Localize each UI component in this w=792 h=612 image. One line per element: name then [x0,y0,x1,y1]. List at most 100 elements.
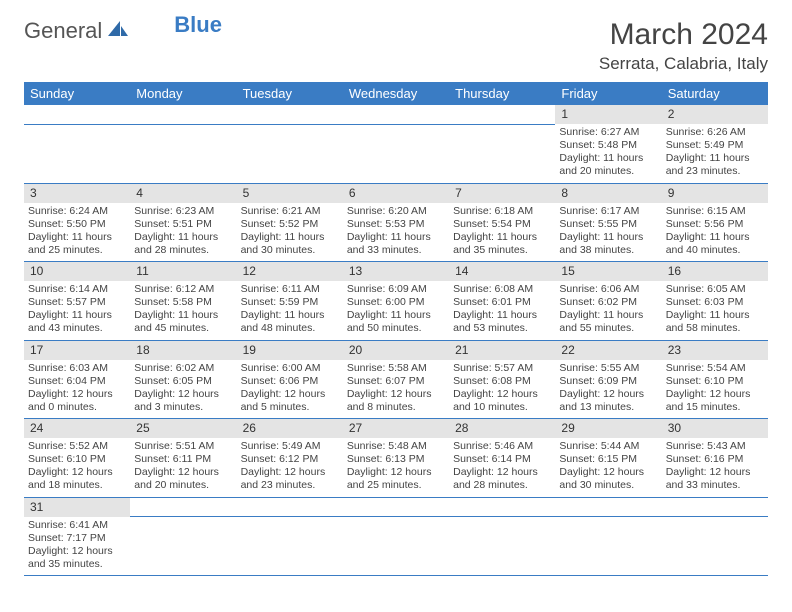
day-detail-cell: Sunrise: 6:20 AMSunset: 5:53 PMDaylight:… [343,203,449,262]
day-number-cell: 11 [130,262,236,282]
daylight-text: Daylight: 12 hours and 0 minutes. [28,388,126,414]
weekday-header: Wednesday [343,82,449,105]
day-number-cell: 6 [343,183,449,203]
daylight-text: Daylight: 11 hours and 23 minutes. [666,152,764,178]
daylight-text: Daylight: 12 hours and 30 minutes. [559,466,657,492]
day-detail-row: Sunrise: 6:03 AMSunset: 6:04 PMDaylight:… [24,360,768,419]
location: Serrata, Calabria, Italy [599,54,768,74]
day-detail-cell: Sunrise: 5:43 AMSunset: 6:16 PMDaylight:… [662,438,768,497]
day-number-cell: 3 [24,183,130,203]
day-number-cell: 17 [24,340,130,360]
day-detail-cell [343,124,449,183]
daylight-text: Daylight: 12 hours and 13 minutes. [559,388,657,414]
daynum-row: 24252627282930 [24,419,768,439]
day-number-cell: 8 [555,183,661,203]
day-number-cell: 18 [130,340,236,360]
sunrise-text: Sunrise: 6:03 AM [28,362,126,375]
sunrise-text: Sunrise: 6:18 AM [453,205,551,218]
day-number-cell [237,105,343,124]
day-detail-cell [662,517,768,576]
sunset-text: Sunset: 6:13 PM [347,453,445,466]
sunset-text: Sunset: 5:55 PM [559,218,657,231]
daylight-text: Daylight: 12 hours and 8 minutes. [347,388,445,414]
day-detail-row: Sunrise: 6:27 AMSunset: 5:48 PMDaylight:… [24,124,768,183]
sunset-text: Sunset: 6:10 PM [28,453,126,466]
day-number-cell: 10 [24,262,130,282]
day-detail-cell [24,124,130,183]
day-detail-cell: Sunrise: 6:12 AMSunset: 5:58 PMDaylight:… [130,281,236,340]
day-number-cell: 30 [662,419,768,439]
daynum-row: 17181920212223 [24,340,768,360]
day-detail-cell: Sunrise: 5:51 AMSunset: 6:11 PMDaylight:… [130,438,236,497]
day-detail-cell: Sunrise: 6:03 AMSunset: 6:04 PMDaylight:… [24,360,130,419]
sunrise-text: Sunrise: 6:41 AM [28,519,126,532]
daylight-text: Daylight: 11 hours and 35 minutes. [453,231,551,257]
day-detail-cell: Sunrise: 6:09 AMSunset: 6:00 PMDaylight:… [343,281,449,340]
daylight-text: Daylight: 12 hours and 33 minutes. [666,466,764,492]
day-detail-cell: Sunrise: 6:41 AMSunset: 7:17 PMDaylight:… [24,517,130,576]
day-detail-cell [237,517,343,576]
sunset-text: Sunset: 5:56 PM [666,218,764,231]
day-detail-cell: Sunrise: 5:48 AMSunset: 6:13 PMDaylight:… [343,438,449,497]
daylight-text: Daylight: 12 hours and 28 minutes. [453,466,551,492]
day-detail-cell: Sunrise: 5:57 AMSunset: 6:08 PMDaylight:… [449,360,555,419]
sunset-text: Sunset: 5:52 PM [241,218,339,231]
day-detail-cell [130,517,236,576]
daylight-text: Daylight: 12 hours and 5 minutes. [241,388,339,414]
day-detail-row: Sunrise: 5:52 AMSunset: 6:10 PMDaylight:… [24,438,768,497]
day-number-cell [343,497,449,517]
daynum-row: 3456789 [24,183,768,203]
day-detail-cell: Sunrise: 6:24 AMSunset: 5:50 PMDaylight:… [24,203,130,262]
day-detail-cell: Sunrise: 5:58 AMSunset: 6:07 PMDaylight:… [343,360,449,419]
sunset-text: Sunset: 5:53 PM [347,218,445,231]
day-number-cell: 5 [237,183,343,203]
sunrise-text: Sunrise: 6:24 AM [28,205,126,218]
month-title: March 2024 [599,18,768,52]
daylight-text: Daylight: 11 hours and 50 minutes. [347,309,445,335]
sunrise-text: Sunrise: 6:08 AM [453,283,551,296]
sunrise-text: Sunrise: 6:26 AM [666,126,764,139]
day-number-cell: 1 [555,105,661,124]
day-number-cell: 9 [662,183,768,203]
sunrise-text: Sunrise: 5:54 AM [666,362,764,375]
day-detail-cell: Sunrise: 6:02 AMSunset: 6:05 PMDaylight:… [130,360,236,419]
day-detail-cell: Sunrise: 6:11 AMSunset: 5:59 PMDaylight:… [237,281,343,340]
day-number-cell: 21 [449,340,555,360]
logo-text-blue: Blue [174,12,222,38]
day-detail-cell: Sunrise: 5:52 AMSunset: 6:10 PMDaylight:… [24,438,130,497]
sunrise-text: Sunrise: 6:02 AM [134,362,232,375]
sunset-text: Sunset: 6:08 PM [453,375,551,388]
daylight-text: Daylight: 12 hours and 10 minutes. [453,388,551,414]
day-detail-cell [343,517,449,576]
day-detail-cell: Sunrise: 5:49 AMSunset: 6:12 PMDaylight:… [237,438,343,497]
day-detail-cell: Sunrise: 5:54 AMSunset: 6:10 PMDaylight:… [662,360,768,419]
day-number-cell [449,105,555,124]
calendar-body: 12 Sunrise: 6:27 AMSunset: 5:48 PMDaylig… [24,105,768,576]
sunset-text: Sunset: 5:54 PM [453,218,551,231]
daylight-text: Daylight: 11 hours and 30 minutes. [241,231,339,257]
day-number-cell: 25 [130,419,236,439]
day-number-cell: 28 [449,419,555,439]
day-number-cell [555,497,661,517]
day-number-cell: 19 [237,340,343,360]
sunrise-text: Sunrise: 6:20 AM [347,205,445,218]
sunset-text: Sunset: 5:51 PM [134,218,232,231]
sunrise-text: Sunrise: 6:23 AM [134,205,232,218]
day-detail-cell: Sunrise: 6:06 AMSunset: 6:02 PMDaylight:… [555,281,661,340]
day-number-cell: 24 [24,419,130,439]
sunset-text: Sunset: 6:07 PM [347,375,445,388]
daylight-text: Daylight: 11 hours and 40 minutes. [666,231,764,257]
day-detail-row: Sunrise: 6:24 AMSunset: 5:50 PMDaylight:… [24,203,768,262]
day-number-cell: 13 [343,262,449,282]
sunrise-text: Sunrise: 5:49 AM [241,440,339,453]
daylight-text: Daylight: 11 hours and 45 minutes. [134,309,232,335]
weekday-header: Sunday [24,82,130,105]
day-number-cell [24,105,130,124]
sunrise-text: Sunrise: 6:05 AM [666,283,764,296]
daylight-text: Daylight: 12 hours and 23 minutes. [241,466,339,492]
day-detail-cell: Sunrise: 6:26 AMSunset: 5:49 PMDaylight:… [662,124,768,183]
day-number-cell [662,497,768,517]
day-number-cell [343,105,449,124]
sunrise-text: Sunrise: 6:12 AM [134,283,232,296]
weekday-header-row: Sunday Monday Tuesday Wednesday Thursday… [24,82,768,105]
